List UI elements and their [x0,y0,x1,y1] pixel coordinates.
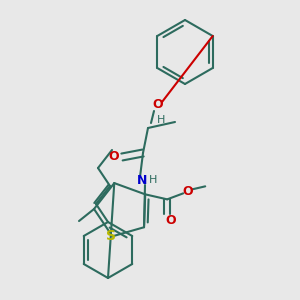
Text: O: O [165,214,175,227]
Text: O: O [153,98,163,112]
Text: H: H [149,175,157,185]
Text: N: N [137,173,147,187]
Text: H: H [157,115,165,125]
Text: O: O [109,151,119,164]
Text: S: S [106,229,116,243]
Text: O: O [182,185,193,198]
